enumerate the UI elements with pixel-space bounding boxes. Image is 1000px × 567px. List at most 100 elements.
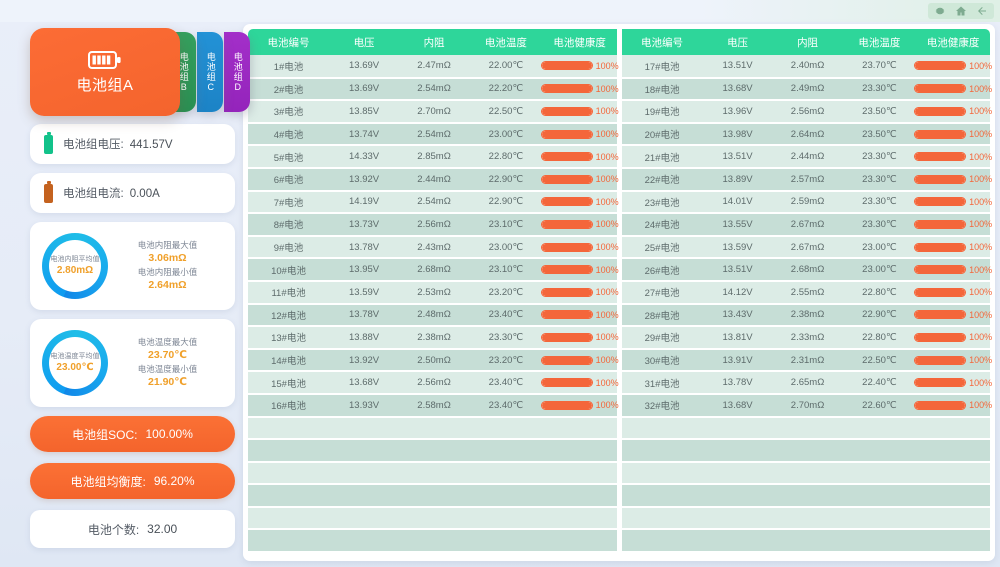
battery-group-tab-c[interactable]: 电池组C	[197, 32, 223, 112]
cell-battery-resistance: 2.70mΩ	[399, 100, 470, 124]
health-bar	[914, 378, 967, 388]
table-row[interactable]: 7#电池 14.19V 2.54mΩ 22.90℃ 100%	[248, 190, 619, 215]
table-row[interactable]: 16#电池 13.93V 2.58mΩ 23.40℃ 100%	[248, 393, 619, 418]
cell-battery-health: 100%	[540, 100, 619, 124]
cell-empty	[399, 506, 470, 531]
cell-battery-resistance: 2.54mΩ	[399, 77, 470, 102]
cell-battery-resistance: 2.68mΩ	[772, 258, 843, 282]
health-bar	[914, 219, 967, 229]
cell-battery-resistance: 2.85mΩ	[399, 145, 470, 169]
cell-battery-health: 100%	[540, 167, 619, 192]
cell-battery-id: 5#电池	[248, 145, 330, 169]
table-row[interactable]: 17#电池 13.51V 2.40mΩ 23.70℃ 100%	[621, 55, 992, 79]
table-row[interactable]: 19#电池 13.96V 2.56mΩ 23.50℃ 100%	[621, 100, 992, 124]
back-icon[interactable]	[976, 5, 988, 17]
table-row[interactable]: 29#电池 13.81V 2.33mΩ 22.80℃ 100%	[621, 326, 992, 350]
cell-battery-temperature: 23.30℃	[842, 145, 917, 169]
health-bar	[540, 265, 593, 275]
table-row[interactable]: 26#电池 13.51V 2.68mΩ 23.00℃ 100%	[621, 258, 993, 282]
cell-empty	[399, 416, 470, 441]
table-row[interactable]: 3#电池 13.85V 2.70mΩ 22.50℃ 100%	[248, 100, 619, 124]
battery-group-a-label: 电池组A	[76, 76, 134, 94]
health-percent: 100%	[969, 174, 993, 185]
health-bar	[540, 129, 593, 139]
health-percent: 100%	[969, 264, 993, 275]
cell-battery-health: 100%	[540, 145, 619, 169]
table-row[interactable]: 23#电池 14.01V 2.59mΩ 23.30℃ 100%	[621, 190, 992, 215]
table-row[interactable]: 2#电池 13.69V 2.54mΩ 22.20℃ 100%	[248, 77, 619, 102]
cell-empty	[399, 484, 470, 508]
table-row[interactable]: 27#电池 14.12V 2.55mΩ 22.80℃ 100%	[621, 280, 992, 305]
table-row[interactable]: 13#电池 13.88V 2.38mΩ 23.30℃ 100%	[248, 326, 619, 350]
cell-battery-health: 100%	[540, 393, 619, 418]
table-row[interactable]: 5#电池 14.33V 2.85mΩ 22.80℃ 100%	[248, 145, 619, 169]
cell-battery-voltage: 14.33V	[329, 145, 400, 169]
cell-battery-id: 10#电池	[248, 258, 330, 282]
table-row[interactable]: 24#电池 13.55V 2.67mΩ 23.30℃ 100%	[621, 213, 992, 237]
health-bar	[540, 287, 593, 297]
pack-voltage-value: 441.57V	[129, 139, 173, 151]
battery-group-a-card[interactable]: 电池组A	[30, 28, 180, 116]
cell-empty	[469, 506, 543, 531]
table-row[interactable]: 20#电池 13.98V 2.64mΩ 23.50℃ 100%	[621, 122, 992, 147]
table-row[interactable]: 22#电池 13.89V 2.57mΩ 23.30℃ 100%	[621, 167, 993, 192]
health-indicator: 100%	[540, 174, 619, 185]
health-percent: 100%	[595, 174, 619, 185]
table-row-empty	[248, 484, 617, 508]
table-row[interactable]: 25#电池 13.59V 2.67mΩ 23.00℃ 100%	[621, 235, 992, 260]
health-bar	[540, 84, 593, 94]
cell-battery-id: 28#电池	[621, 303, 703, 328]
table-row[interactable]: 28#电池 13.43V 2.38mΩ 22.90℃ 100%	[621, 303, 992, 328]
table-row-empty	[621, 484, 990, 508]
home-icon[interactable]	[955, 5, 967, 17]
cell-battery-temperature: 22.50℃	[842, 348, 917, 373]
table-row[interactable]: 11#电池 13.59V 2.53mΩ 23.20℃ 100%	[248, 280, 619, 305]
cell-battery-temperature: 23.30℃	[842, 190, 917, 215]
balance-card: 电池组均衡度: 96.20%	[30, 463, 235, 499]
cell-battery-voltage: 13.68V	[702, 77, 773, 102]
cell-battery-voltage: 14.12V	[702, 280, 773, 305]
cell-battery-voltage: 13.78V	[702, 371, 773, 395]
cell-empty	[916, 529, 990, 554]
cell-battery-resistance: 2.57mΩ	[772, 167, 843, 192]
cell-battery-temperature: 23.00℃	[842, 258, 917, 282]
header-cell-resistance: 内阻	[399, 29, 470, 55]
table-row[interactable]: 10#电池 13.95V 2.68mΩ 23.10℃ 100%	[248, 258, 619, 282]
table-row[interactable]: 32#电池 13.68V 2.70mΩ 22.60℃ 100%	[621, 393, 992, 418]
table-row[interactable]: 9#电池 13.78V 2.43mΩ 23.00℃ 100%	[248, 235, 619, 260]
table-row[interactable]: 18#电池 13.68V 2.49mΩ 23.30℃ 100%	[621, 77, 992, 102]
table-row[interactable]: 6#电池 13.92V 2.44mΩ 22.90℃ 100%	[248, 167, 619, 192]
cell-battery-health: 100%	[914, 190, 992, 215]
table-row[interactable]: 21#电池 13.51V 2.44mΩ 23.30℃ 100%	[621, 145, 992, 169]
temperature-max-label: 电池温度最大值	[137, 337, 198, 348]
battery-table-left: 电池编号 电压 内阻 电池温度 电池健康度 1#电池 13.69V 2.47mΩ 22…	[248, 29, 619, 555]
cell-battery-temperature: 23.40℃	[469, 303, 543, 328]
table-row[interactable]: 30#电池 13.91V 2.31mΩ 22.50℃ 100%	[621, 348, 992, 373]
cell-battery-resistance: 2.55mΩ	[772, 280, 843, 305]
table-row[interactable]: 4#电池 13.74V 2.54mΩ 23.00℃ 100%	[248, 122, 619, 147]
battery-group-tab-d[interactable]: 电池组D	[224, 32, 250, 112]
cell-battery-temperature: 22.90℃	[842, 303, 917, 328]
cell-empty	[542, 529, 617, 554]
table-row[interactable]: 12#电池 13.78V 2.48mΩ 23.40℃ 100%	[248, 303, 619, 328]
temperature-card: 电池温度平均值 23.00℃ 电池温度最大值 23.70℃ 电池温度最小值 21…	[30, 319, 235, 407]
cell-empty	[329, 416, 400, 441]
health-bar	[540, 355, 593, 365]
table-row-empty	[621, 461, 990, 486]
gear-icon[interactable]	[934, 5, 946, 17]
resistance-minmax: 电池内阻最大值 3.06mΩ 电池内阻最小值 2.64mΩ	[108, 239, 225, 293]
cell-empty	[702, 506, 773, 531]
table-row[interactable]: 31#电池 13.78V 2.65mΩ 22.40℃ 100%	[621, 371, 992, 395]
cell-battery-temperature: 22.80℃	[842, 326, 917, 350]
cell-empty	[702, 461, 773, 486]
table-row[interactable]: 1#电池 13.69V 2.47mΩ 22.00℃ 100%	[248, 55, 619, 79]
table-row[interactable]: 15#电池 13.68V 2.56mΩ 23.40℃ 100%	[248, 371, 619, 395]
cell-empty	[621, 416, 703, 441]
cell-battery-resistance: 2.59mΩ	[772, 190, 843, 215]
header-cell-voltage: 电压	[329, 29, 400, 55]
cell-battery-voltage: 13.73V	[329, 213, 400, 237]
table-row[interactable]: 14#电池 13.92V 2.50mΩ 23.20℃ 100%	[248, 348, 619, 373]
table-row[interactable]: 8#电池 13.73V 2.56mΩ 23.10℃ 100%	[248, 213, 619, 237]
health-percent: 100%	[595, 219, 619, 230]
left-sidebar: 电池组A 电池组B 电池组C 电池组D 电池组电压: 441.57V 电池组电流:…	[30, 22, 250, 562]
